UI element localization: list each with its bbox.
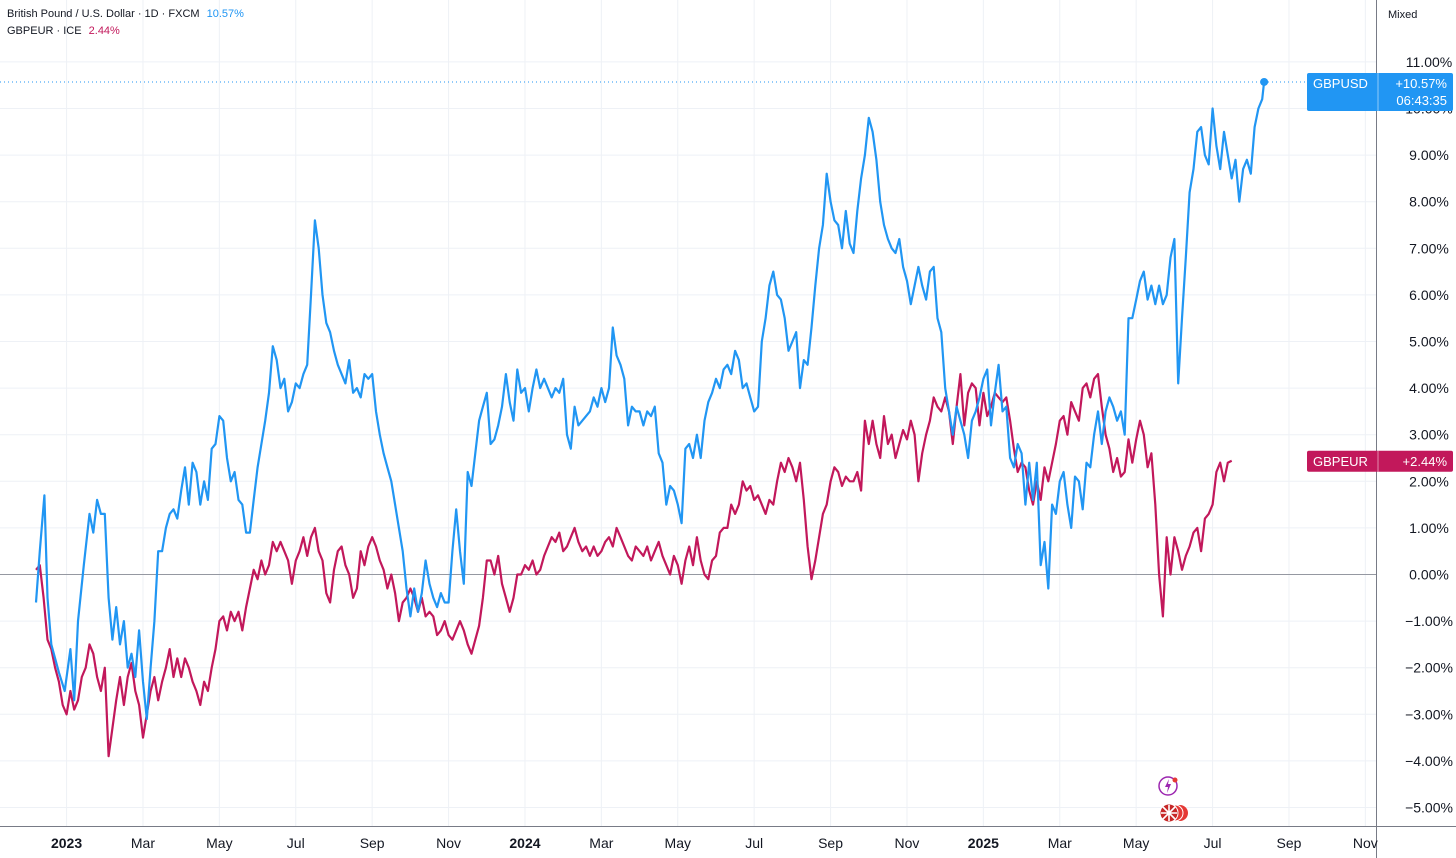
y-tick-label: 6.00%: [1409, 287, 1449, 303]
scale-mode-label[interactable]: Mixed: [1388, 9, 1418, 21]
y-tick-label: 4.00%: [1409, 380, 1449, 396]
x-tick-label: 2023: [51, 835, 82, 851]
legend-gbpusd-name: British Pound / U.S. Dollar · 1D · FXCM: [7, 8, 200, 20]
x-tick-label: May: [1123, 835, 1149, 851]
gbpeur-tag-background: [1307, 450, 1453, 472]
lightning-icon[interactable]: [1158, 776, 1178, 796]
x-tick-label: Jul: [745, 835, 763, 851]
x-tick-label: Mar: [1048, 835, 1072, 851]
grid-lines: [0, 0, 1376, 826]
legend-gbpusd[interactable]: British Pound / U.S. Dollar · 1D · FXCM …: [7, 8, 244, 20]
x-tick-label: Nov: [1353, 835, 1378, 851]
gbpeur-tag: GBPEUR +2.44%: [1307, 450, 1453, 472]
uk-flag-icon[interactable]: [1159, 803, 1188, 823]
gbpeur-tag-value: +2.44%: [1403, 454, 1448, 469]
legend-gbpusd-value: 10.57%: [206, 8, 244, 20]
gbpusd-tag: GBPUSD +10.57% 06:43:35: [1307, 72, 1453, 111]
legend-gbpeur-value: 2.44%: [88, 25, 120, 37]
y-tick-label: 7.00%: [1409, 240, 1449, 256]
y-tick-label: 3.00%: [1409, 427, 1449, 443]
x-tick-label: Jul: [287, 835, 305, 851]
legend-gbpeur-name: GBPEUR · ICE: [7, 25, 82, 37]
y-tick-label: 2.00%: [1409, 473, 1449, 489]
series-lines: [34, 81, 1266, 758]
y-tick-label: 1.00%: [1409, 520, 1449, 536]
gbpusd-tag-value: +10.57%: [1395, 76, 1447, 91]
x-tick-label: May: [206, 835, 232, 851]
y-tick-label: −5.00%: [1405, 800, 1453, 816]
x-tick-label: Sep: [818, 835, 843, 851]
x-tick-label: Nov: [895, 835, 920, 851]
y-tick-label: −4.00%: [1405, 753, 1453, 769]
x-tick-label: May: [665, 835, 691, 851]
y-tick-label: −3.00%: [1405, 706, 1453, 722]
x-tick-label: Sep: [1276, 835, 1301, 851]
gbpeur-tag-symbol: GBPEUR: [1313, 454, 1368, 469]
price-tags: GBPUSD +10.57% 06:43:35 GBPEUR +2.44%: [1307, 72, 1453, 472]
x-tick-label: Mar: [589, 835, 613, 851]
gbpusd-tag-symbol: GBPUSD: [1313, 76, 1368, 91]
series-line-gbpusd: [34, 81, 1266, 721]
series-line-gbpeur: [35, 373, 1233, 758]
gbpusd-tag-countdown: 06:43:35: [1396, 93, 1447, 108]
y-tick-label: 11.00%: [1406, 54, 1452, 70]
x-tick-label: Jul: [1204, 835, 1222, 851]
y-tick-label: 5.00%: [1409, 334, 1449, 350]
last-value-dot: [1260, 77, 1269, 86]
x-tick-label: Mar: [131, 835, 155, 851]
y-tick-label: −2.00%: [1405, 660, 1453, 676]
x-tick-label: Sep: [360, 835, 385, 851]
x-tick-label: 2025: [968, 835, 999, 851]
gbpusd-tag-background: [1307, 72, 1453, 111]
y-tick-label: −1.00%: [1405, 613, 1453, 629]
event-markers: [1156, 774, 1190, 830]
y-tick-label: 9.00%: [1409, 147, 1449, 163]
y-tick-label: 8.00%: [1409, 194, 1449, 210]
y-tick-label: 0.00%: [1409, 567, 1449, 583]
legend-gbpeur[interactable]: GBPEUR · ICE 2.44%: [7, 25, 120, 37]
x-axis-tick-labels: 2023 Mar May Jul Sep Nov 2024 Mar May Jul Sep Nov 20…: [51, 835, 1378, 851]
x-tick-label: 2024: [509, 835, 540, 851]
y-axis-tick-labels: 11.00%10.00%9.00%8.00%7.00%6.00%5.00%4.0…: [1405, 54, 1453, 816]
x-tick-label: Nov: [436, 835, 461, 851]
